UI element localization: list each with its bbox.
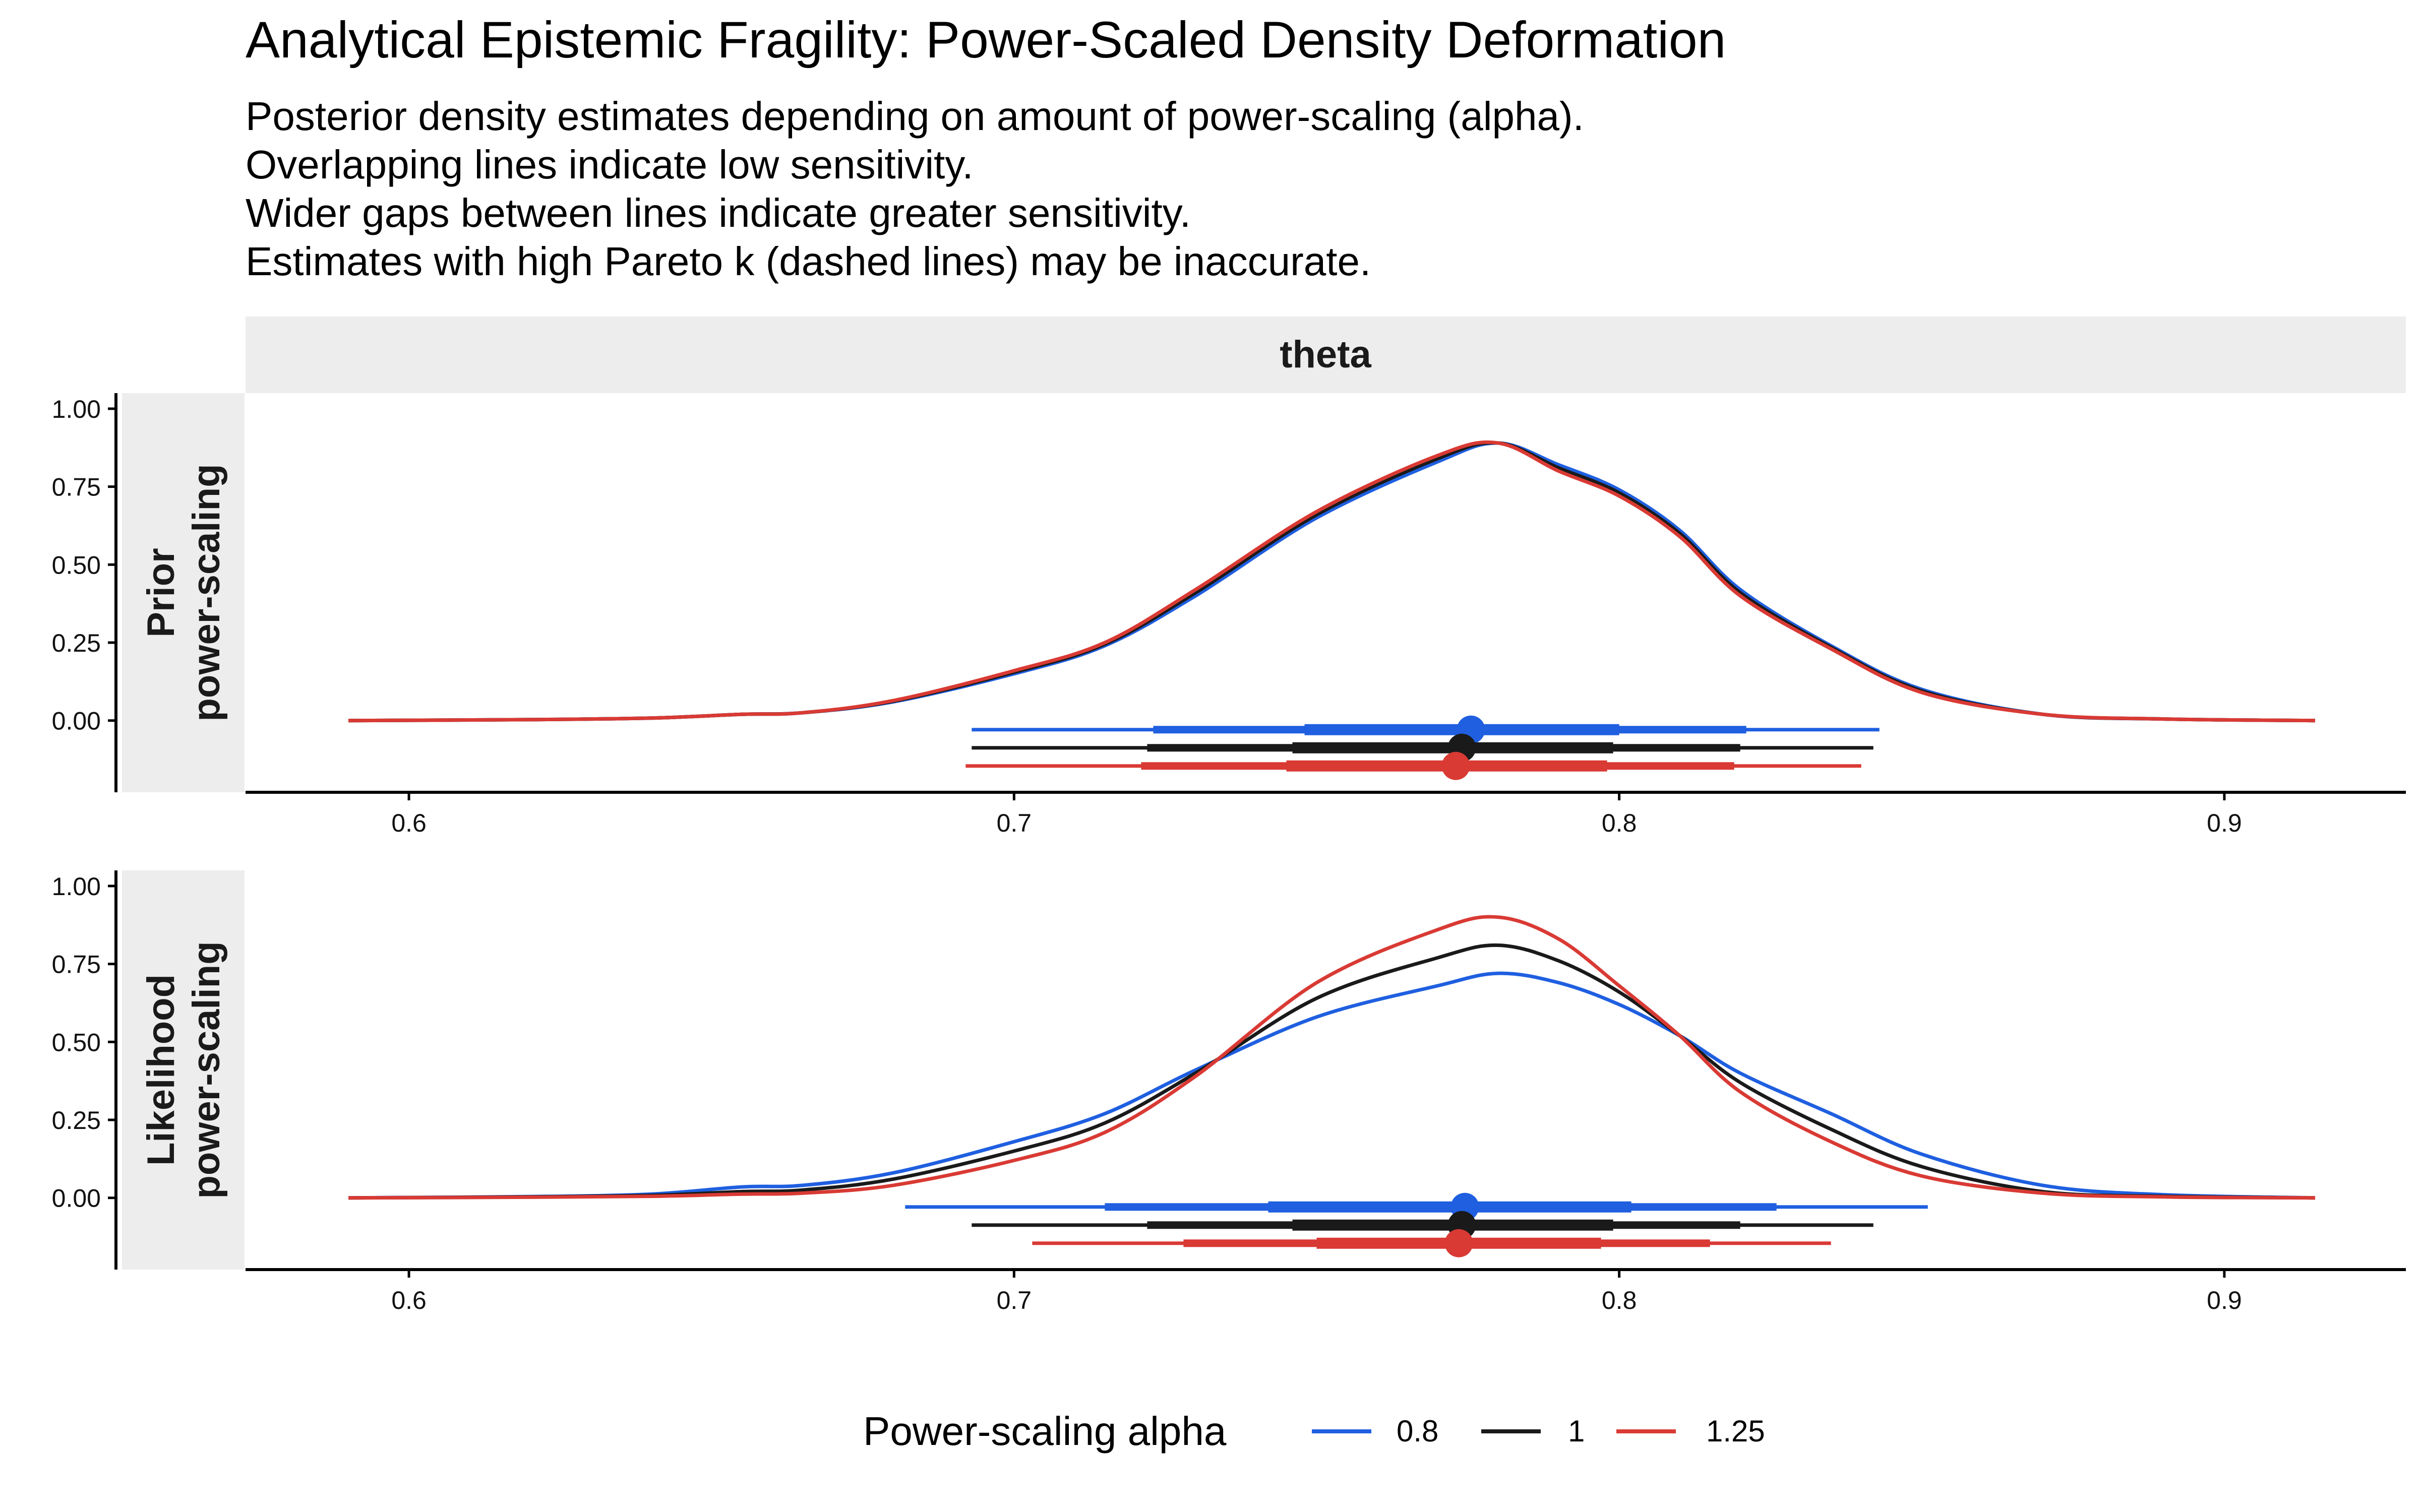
interval-point-alpha-1.25 [1441, 751, 1470, 780]
chart-subtitle-line-4: Estimates with high Pareto k (dashed lin… [246, 239, 1371, 284]
density-line-alpha-0.8 [348, 441, 2316, 723]
y-tick-label: 0.00 [52, 707, 101, 735]
panel-prior: 0.00 0.25 0.50 0.75 1.00 0.6 0.7 0.8 0.9 [52, 393, 2406, 837]
density-line-alpha-1 [348, 943, 2316, 1200]
facet-strip-label: theta [1280, 333, 1371, 376]
row-strip-prior-label: Prior [140, 548, 183, 637]
y-tick-label: 0.75 [52, 951, 101, 979]
x-tick-label: 0.8 [1602, 1286, 1637, 1314]
x-tick-label: 0.6 [391, 1286, 427, 1314]
facet-strip-top [246, 317, 2406, 393]
y-tick-label: 0.25 [52, 1106, 101, 1135]
y-tick-label: 0.00 [52, 1184, 101, 1213]
legend-label-1: 1 [1568, 1414, 1585, 1448]
y-tick-label: 1.00 [52, 872, 101, 901]
x-tick-label: 0.9 [2207, 1286, 2242, 1314]
legend-label-0.8: 0.8 [1397, 1414, 1438, 1448]
row-strip-likelihood-label-2: power-scaling [185, 941, 228, 1199]
density-line-alpha-1.25 [348, 915, 2316, 1200]
density-line-alpha-1 [348, 441, 2316, 723]
row-strip-likelihood-label: Likelihood [140, 974, 183, 1166]
y-tick-label: 0.75 [52, 473, 101, 501]
row-strip-likelihood [122, 870, 245, 1270]
x-tick-label: 0.6 [391, 809, 427, 837]
density-line-alpha-0.8 [348, 971, 2316, 1200]
y-tick-label: 0.25 [52, 629, 101, 657]
y-tick-label: 0.50 [52, 551, 101, 579]
interval-point-alpha-1.25 [1444, 1229, 1473, 1257]
legend-label-1.25: 1.25 [1706, 1414, 1765, 1448]
chart-subtitle-line-1: Posterior density estimates depending on… [246, 94, 1584, 139]
row-strip-prior [122, 393, 245, 792]
y-tick-label: 0.50 [52, 1028, 101, 1056]
x-tick-label: 0.7 [997, 809, 1032, 837]
chart-subtitle-line-3: Wider gaps between lines indicate greate… [246, 191, 1191, 235]
chart-title: Analytical Epistemic Fragility: Power-Sc… [246, 11, 1726, 69]
row-strip-prior-label-2: power-scaling [185, 464, 228, 722]
legend: Power-scaling alpha 0.8 1 1.25 [863, 1409, 1765, 1454]
y-tick-label: 1.00 [52, 395, 101, 423]
x-tick-label: 0.9 [2207, 809, 2242, 837]
x-tick-label: 0.8 [1602, 809, 1637, 837]
density-line-alpha-1.25 [348, 440, 2316, 723]
chart-subtitle-line-2: Overlapping lines indicate low sensitivi… [246, 142, 974, 187]
legend-title: Power-scaling alpha [863, 1409, 1227, 1454]
x-tick-label: 0.7 [997, 1286, 1032, 1314]
panel-likelihood: 0.00 0.25 0.50 0.75 1.00 0.6 0.7 0.8 0.9 [52, 870, 2406, 1314]
